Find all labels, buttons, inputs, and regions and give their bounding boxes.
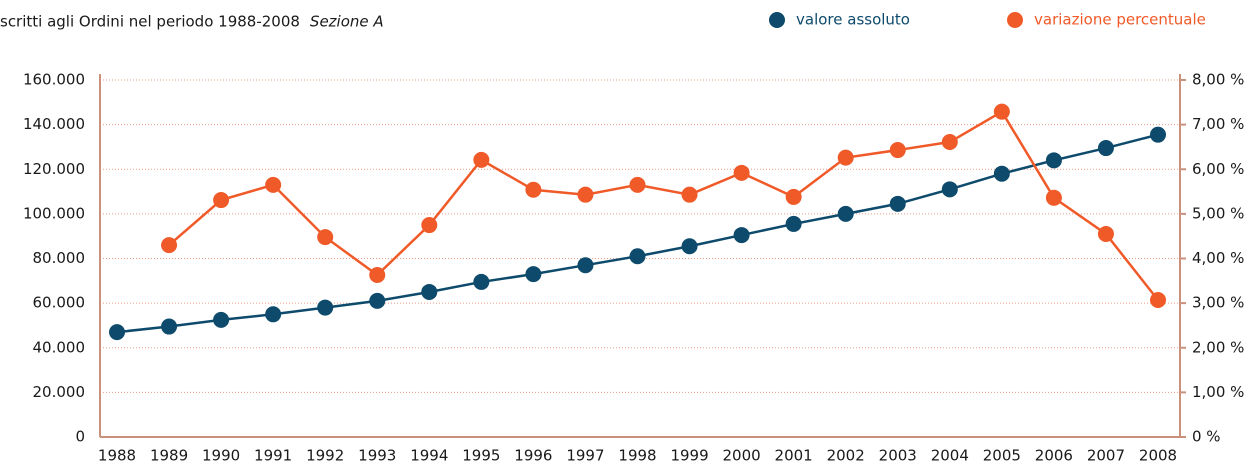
x-tick-label: 1991: [254, 447, 292, 465]
x-tick-label: 2003: [879, 447, 917, 465]
x-tick-label: 2002: [827, 447, 865, 465]
data-point: [473, 273, 490, 290]
data-point: [837, 205, 854, 222]
data-point: [1045, 152, 1062, 169]
x-tick-label: 1999: [670, 447, 708, 465]
data-point: [889, 195, 906, 212]
series-line: [116, 133, 1159, 334]
x-tick-label: 1992: [306, 447, 344, 465]
x-tick-label: 2008: [1139, 447, 1177, 465]
y-tick-label: 140.000: [23, 115, 85, 133]
data-point: [473, 151, 490, 168]
data-point: [941, 134, 958, 151]
data-point: [733, 164, 750, 181]
x-tick-label: 2000: [723, 447, 761, 465]
y-tick-label: 120.000: [23, 160, 85, 178]
data-point: [265, 306, 282, 323]
data-point: [109, 324, 125, 341]
legend-marker: [769, 12, 785, 28]
data-point: [525, 181, 542, 198]
data-point: [161, 237, 178, 254]
x-tick-label: 1998: [618, 447, 656, 465]
data-point: [1150, 126, 1166, 143]
y-tick-label: 0: [75, 428, 85, 446]
data-point: [681, 186, 698, 203]
y-tick-label: 80.000: [33, 249, 86, 267]
x-tick-label: 1996: [514, 447, 552, 465]
data-point: [993, 165, 1010, 182]
x-tick-label: 2005: [983, 447, 1021, 465]
x-tick-label: 2006: [1035, 447, 1073, 465]
y2-tick-label: 3,00 %: [1192, 294, 1244, 312]
data-point: [577, 186, 594, 203]
data-point: [785, 215, 802, 232]
y2-tick-label: 1,00 %: [1192, 383, 1244, 401]
data-point: [369, 292, 386, 309]
y2-tick-label: 8,00 %: [1192, 71, 1244, 89]
data-point: [1097, 225, 1114, 242]
data-point: [421, 283, 438, 300]
data-point: [265, 176, 282, 193]
data-point: [681, 238, 698, 255]
y-tick-label: 40.000: [33, 338, 86, 356]
y-tick-label: 100.000: [23, 204, 85, 222]
data-point: [421, 217, 438, 234]
y-tick-label: 160.000: [23, 71, 85, 89]
y2-tick-label: 7,00 %: [1192, 115, 1244, 133]
y2-tick-label: 0 %: [1192, 428, 1221, 446]
data-point: [213, 311, 230, 328]
chart-title: scritti agli Ordini nel periodo 1988-200…: [0, 13, 300, 31]
legend-label: variazione percentuale: [1034, 11, 1206, 29]
y2-tick-label: 6,00 %: [1192, 160, 1244, 178]
x-tick-label: 2007: [1087, 447, 1125, 465]
y2-tick-label: 2,00 %: [1192, 338, 1244, 356]
data-point: [837, 149, 854, 166]
data-point: [577, 257, 594, 274]
data-point: [733, 227, 750, 244]
data-point: [369, 267, 386, 284]
x-tick-label: 1995: [462, 447, 500, 465]
data-point: [1097, 140, 1114, 157]
chart-subtitle: Sezione A: [310, 13, 384, 31]
data-point: [317, 299, 334, 316]
legend-label: valore assoluto: [796, 11, 910, 29]
series-line: [168, 109, 1159, 301]
data-point: [785, 188, 802, 205]
x-tick-label: 1997: [566, 447, 604, 465]
data-point: [161, 318, 178, 335]
x-tick-label: 1993: [358, 447, 396, 465]
legend-marker: [1007, 12, 1023, 28]
y-tick-label: 60.000: [33, 294, 86, 312]
data-point: [629, 176, 646, 193]
y-tick-label: 20.000: [33, 383, 86, 401]
x-tick-label: 1988: [98, 447, 136, 465]
y2-tick-label: 4,00 %: [1192, 249, 1244, 267]
data-point: [889, 142, 906, 159]
x-tick-label: 2004: [931, 447, 969, 465]
data-point: [629, 248, 646, 265]
data-point: [1045, 189, 1062, 206]
x-tick-label: 1994: [410, 447, 448, 465]
data-point: [1150, 292, 1166, 309]
data-point: [525, 266, 542, 283]
data-point: [213, 192, 230, 209]
y2-tick-label: 5,00 %: [1192, 204, 1244, 222]
x-tick-label: 1990: [202, 447, 240, 465]
data-point: [317, 229, 334, 246]
data-point: [993, 103, 1010, 120]
data-point: [941, 181, 958, 198]
x-tick-label: 1989: [150, 447, 188, 465]
x-tick-label: 2001: [775, 447, 813, 465]
